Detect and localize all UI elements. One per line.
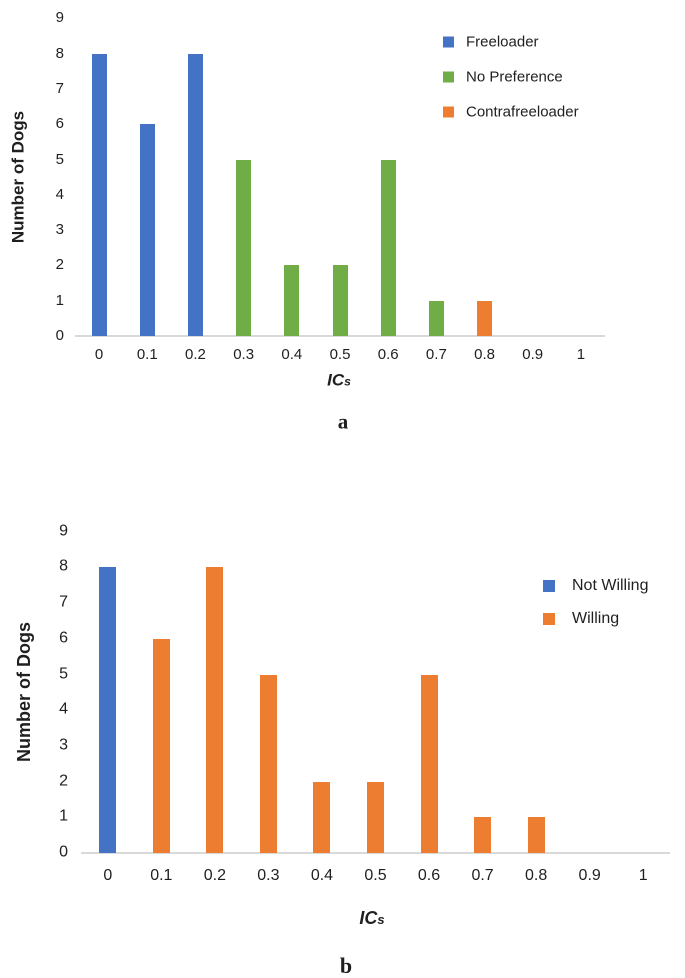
x-axis-title-sub-b: s [377, 912, 385, 927]
bar-willing-x0.8 [527, 817, 545, 853]
bar-willing-x0.4 [313, 781, 331, 853]
y-tick-label: 3 [55, 221, 64, 239]
bar-no-preference-x0.4 [284, 265, 300, 336]
x-tick-label: 0.2 [185, 346, 206, 363]
x-tick-label: 0.4 [310, 867, 334, 884]
legend-swatch-icon [543, 580, 555, 592]
legend-b: Not Willing Willing [0, 478, 685, 978]
y-tick-label: 6 [55, 115, 64, 133]
bar-freeloader-x0.2 [187, 53, 203, 336]
bar-willing-x0.5 [367, 781, 384, 853]
x-tick-label: 0.4 [281, 346, 303, 363]
x-tick-label: 0.8 [474, 346, 495, 363]
y-tick-label: 4 [59, 700, 68, 718]
y-tick-label: 9 [55, 9, 64, 27]
y-tick-label: 4 [55, 185, 64, 203]
y-tick-label: 7 [55, 80, 64, 98]
x-tick-label: 0.7 [425, 346, 447, 363]
x-tick-label: 0 [94, 346, 104, 363]
x-tick-label: 0.3 [233, 346, 255, 363]
bar-no-preference-x0.7 [428, 300, 444, 336]
y-tick-label: 8 [59, 558, 68, 576]
x-axis-title-main-a: IC [327, 370, 345, 390]
legend-label: Contrafreeloader [466, 103, 579, 121]
x-axis-title-sub-a: s [344, 374, 351, 389]
x-tick-label: 0.8 [525, 867, 548, 884]
y-tick-label: 2 [55, 256, 64, 274]
legend-a: Freeloader No Preference Contrafreeloader [0, 0, 685, 462]
bar-willing-x0.1 [152, 638, 170, 853]
y-tick-label: 8 [55, 44, 64, 62]
x-tick-label: 0.2 [203, 867, 226, 884]
x-tick-label: 0.6 [417, 867, 441, 884]
panel-letter-b: b [339, 953, 353, 978]
figure-panel-a: Number of Dogs 0 1 2 3 4 5 6 7 8 9 0 0.1 0.2 0.3 0.4 0.… [0, 0, 685, 462]
x-axis-title-main-b: IC [359, 908, 378, 928]
x-axis-line [81, 852, 670, 854]
legend-item-contrafreeloader: Contrafreeloader [443, 105, 579, 120]
panel-letter-a: a [337, 409, 349, 434]
bar-no-preference-x0.6 [380, 159, 396, 336]
legend-swatch-icon [443, 106, 454, 118]
legend-swatch-icon [543, 613, 555, 625]
legend-item-willing: Willing [543, 611, 619, 627]
legend-swatch-icon [443, 71, 454, 83]
x-tick-label: 0.3 [257, 867, 280, 884]
x-tick-label: 0.1 [136, 346, 158, 363]
y-tick-label: 5 [59, 665, 68, 683]
y-tick-label: 9 [59, 522, 68, 540]
bar-willing-x0.7 [474, 817, 492, 853]
x-tick-label: 0.7 [471, 867, 494, 884]
bar-no-preference-x0.5 [332, 265, 348, 336]
x-tick-label: 0.5 [329, 346, 351, 363]
legend-swatch-icon [443, 36, 454, 48]
y-tick-label: 6 [59, 629, 68, 647]
y-tick-label: 0 [55, 327, 64, 345]
bar-contrafreeloader-x0.8 [477, 300, 493, 336]
bar-willing-x0.3 [259, 674, 277, 853]
x-axis-title-b: ICs [359, 909, 384, 927]
bar-not-willing-x0 [99, 567, 117, 853]
plot-area-b: 0 1 2 3 4 5 6 7 8 9 0 0.1 0.2 0.3 0.4 0.5 0.6 0.7 0.8 0.9 1 [0, 478, 685, 978]
x-tick-label: 1 [638, 867, 648, 884]
y-tick-label: 2 [59, 772, 68, 790]
bar-freeloader-x0 [91, 53, 107, 336]
y-tick-label: 5 [55, 150, 64, 168]
legend-item-no-preference: No Preference [443, 70, 563, 85]
bar-freeloader-x0.1 [139, 124, 155, 336]
y-tick-label: 1 [55, 291, 64, 309]
y-tick-label: 1 [59, 807, 68, 825]
y-tick-label: 7 [59, 593, 68, 611]
x-axis-title-a: ICs [327, 372, 351, 389]
x-tick-label: 0.9 [578, 867, 601, 884]
legend-item-not-willing: Not Willing [543, 578, 648, 594]
legend-label: Willing [572, 610, 620, 627]
legend-item-freeloader: Freeloader [443, 35, 539, 50]
x-tick-label: 1 [576, 346, 586, 363]
x-axis-line [75, 335, 605, 337]
bar-willing-x0.2 [206, 567, 224, 853]
x-tick-label: 0 [103, 867, 113, 884]
x-tick-label: 0.9 [522, 346, 544, 363]
figure-panel-b: Number of Dogs 0 1 2 3 4 5 6 7 8 9 0 0.1 0.2 0.3 0.4 0.… [0, 478, 685, 978]
bar-willing-x0.6 [420, 674, 438, 853]
x-tick-label: 0.6 [377, 346, 399, 363]
x-tick-label: 0.5 [364, 867, 387, 884]
legend-label: Freeloader [466, 33, 539, 51]
plot-area-a: 0 1 2 3 4 5 6 7 8 9 0 0.1 0.2 0.3 0.4 0.5 0.6 0.7 0.8 0.9 1 [0, 0, 685, 462]
legend-label: No Preference [466, 68, 563, 86]
bar-no-preference-x0.3 [236, 159, 252, 336]
y-tick-label: 3 [59, 736, 68, 754]
x-tick-label: 0.1 [150, 867, 173, 884]
y-tick-label: 0 [59, 843, 68, 861]
legend-label: Not Willing [572, 577, 649, 594]
